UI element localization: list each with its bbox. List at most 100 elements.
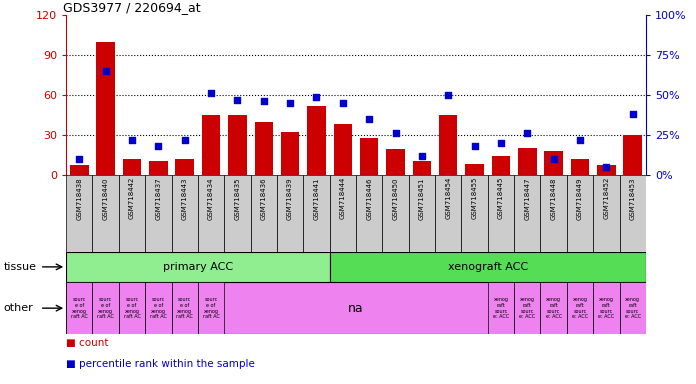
- Text: GSM718451: GSM718451: [419, 177, 425, 220]
- Point: [179, 137, 190, 143]
- Bar: [624, 135, 642, 175]
- Bar: [66, 252, 330, 282]
- Point: [100, 68, 111, 74]
- Point: [258, 98, 269, 104]
- Point: [548, 156, 559, 162]
- Bar: [435, 175, 461, 252]
- Bar: [514, 175, 541, 252]
- Bar: [66, 175, 93, 252]
- Text: GSM718453: GSM718453: [630, 177, 635, 220]
- Bar: [567, 175, 593, 252]
- Text: GSM718434: GSM718434: [208, 177, 214, 220]
- Bar: [255, 122, 273, 175]
- Bar: [175, 159, 194, 175]
- Point: [153, 143, 164, 149]
- Text: sourc
e of
xenog
raft AC: sourc e of xenog raft AC: [71, 297, 88, 319]
- Bar: [119, 175, 145, 252]
- Bar: [593, 282, 619, 334]
- Bar: [593, 175, 619, 252]
- Text: GSM718438: GSM718438: [77, 177, 82, 220]
- Text: GSM718447: GSM718447: [524, 177, 530, 220]
- Bar: [413, 161, 431, 175]
- Bar: [149, 161, 168, 175]
- Bar: [571, 159, 590, 175]
- Bar: [198, 282, 224, 334]
- Text: other: other: [3, 303, 33, 313]
- Bar: [303, 175, 330, 252]
- Text: GDS3977 / 220694_at: GDS3977 / 220694_at: [63, 1, 201, 14]
- Bar: [619, 175, 646, 252]
- Text: ■ percentile rank within the sample: ■ percentile rank within the sample: [66, 359, 255, 369]
- Bar: [333, 124, 352, 175]
- Bar: [224, 175, 251, 252]
- Text: xenog
raft
sourc
e: ACC: xenog raft sourc e: ACC: [624, 297, 641, 319]
- Text: xenog
raft
sourc
e: ACC: xenog raft sourc e: ACC: [546, 297, 562, 319]
- Text: xenog
raft
sourc
e: ACC: xenog raft sourc e: ACC: [519, 297, 535, 319]
- Text: xenog
raft
sourc
e: ACC: xenog raft sourc e: ACC: [599, 297, 615, 319]
- Bar: [619, 282, 646, 334]
- Bar: [228, 115, 246, 175]
- Text: GSM718452: GSM718452: [603, 177, 610, 219]
- Bar: [491, 156, 510, 175]
- Bar: [514, 282, 541, 334]
- Bar: [518, 148, 537, 175]
- Bar: [382, 175, 409, 252]
- Text: sourc
e of
xenog
raft AC: sourc e of xenog raft AC: [124, 297, 141, 319]
- Bar: [122, 159, 141, 175]
- Point: [496, 140, 507, 146]
- Bar: [356, 175, 382, 252]
- Text: primary ACC: primary ACC: [163, 262, 233, 272]
- Bar: [70, 166, 88, 175]
- Text: GSM718444: GSM718444: [340, 177, 346, 219]
- Bar: [541, 282, 567, 334]
- Bar: [597, 166, 615, 175]
- Text: xenog
raft
sourc
e: ACC: xenog raft sourc e: ACC: [572, 297, 588, 319]
- Bar: [119, 282, 145, 334]
- Text: GSM718445: GSM718445: [498, 177, 504, 219]
- Text: na: na: [348, 302, 364, 314]
- Text: tissue: tissue: [3, 262, 36, 272]
- Text: ■ count: ■ count: [66, 338, 109, 348]
- Point: [390, 130, 401, 136]
- Text: GSM718448: GSM718448: [551, 177, 557, 220]
- Bar: [198, 175, 224, 252]
- Bar: [330, 252, 646, 282]
- Bar: [145, 175, 171, 252]
- Point: [627, 111, 638, 117]
- Point: [232, 97, 243, 103]
- Text: GSM718441: GSM718441: [313, 177, 319, 220]
- Text: GSM718454: GSM718454: [445, 177, 451, 219]
- Bar: [251, 175, 277, 252]
- Bar: [281, 132, 299, 175]
- Bar: [541, 175, 567, 252]
- Bar: [97, 42, 115, 175]
- Bar: [567, 282, 593, 334]
- Text: GSM718436: GSM718436: [261, 177, 267, 220]
- Bar: [488, 175, 514, 252]
- Point: [338, 100, 349, 106]
- Text: xenograft ACC: xenograft ACC: [448, 262, 528, 272]
- Bar: [145, 282, 171, 334]
- Text: xenog
raft
sourc
e: ACC: xenog raft sourc e: ACC: [493, 297, 509, 319]
- Text: sourc
e of
xenog
raft AC: sourc e of xenog raft AC: [176, 297, 193, 319]
- Text: GSM718450: GSM718450: [393, 177, 399, 220]
- Text: GSM718449: GSM718449: [577, 177, 583, 220]
- Bar: [330, 175, 356, 252]
- Point: [127, 137, 138, 143]
- Bar: [461, 175, 488, 252]
- Point: [363, 116, 374, 122]
- Text: sourc
e of
xenog
raft AC: sourc e of xenog raft AC: [150, 297, 167, 319]
- Bar: [488, 282, 514, 334]
- Text: GSM718442: GSM718442: [129, 177, 135, 219]
- Text: sourc
e of
xenog
raft AC: sourc e of xenog raft AC: [97, 297, 114, 319]
- Bar: [93, 282, 119, 334]
- Point: [416, 152, 427, 159]
- Bar: [277, 175, 303, 252]
- Bar: [360, 137, 379, 175]
- Bar: [171, 175, 198, 252]
- Bar: [466, 164, 484, 175]
- Point: [285, 100, 296, 106]
- Text: GSM718455: GSM718455: [472, 177, 477, 219]
- Bar: [307, 106, 326, 175]
- Text: GSM718443: GSM718443: [182, 177, 188, 220]
